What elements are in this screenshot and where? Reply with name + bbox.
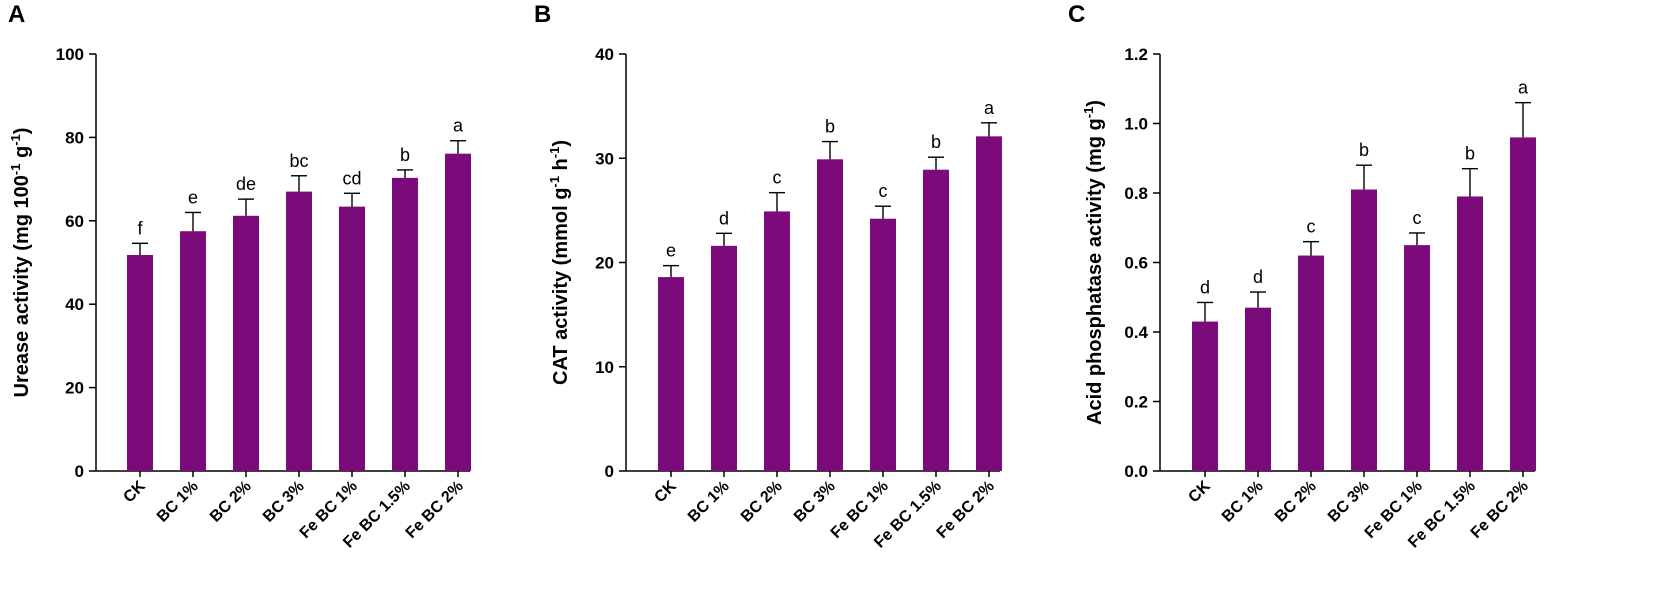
category-label: Fe BC 2% <box>403 478 467 542</box>
bar <box>1192 321 1218 471</box>
y-axis-label-main: CAT activity (mmol g <box>550 188 572 385</box>
y-axis-label: CAT activity (mmol g-1 h-1) <box>547 140 572 385</box>
bar <box>658 277 684 471</box>
y-tick-label: 0.8 <box>1124 184 1148 203</box>
bar <box>976 136 1002 472</box>
panel-letter: B <box>534 1 551 28</box>
significance-label: c <box>1413 208 1422 228</box>
bar <box>1457 196 1483 471</box>
category-label: BC 3% <box>1325 478 1373 526</box>
significance-label: c <box>879 181 888 201</box>
bar <box>764 211 790 472</box>
significance-label: a <box>984 98 995 118</box>
y-tick-label: 30 <box>595 149 614 168</box>
category-label: CK <box>120 477 149 506</box>
y-axis-label-sup: -1 <box>8 164 23 176</box>
significance-label: d <box>1200 277 1210 297</box>
significance-label: a <box>453 116 464 136</box>
significance-label: a <box>1518 78 1529 98</box>
y-axis-label-sup2: -1 <box>8 134 23 146</box>
y-tick-label: 20 <box>65 379 84 398</box>
significance-label: b <box>825 117 835 137</box>
y-tick-label: 0.2 <box>1124 393 1148 412</box>
y-tick-label: 80 <box>65 128 84 147</box>
category-label: CK <box>1185 477 1214 506</box>
bar <box>286 191 312 472</box>
significance-label: c <box>1307 217 1316 237</box>
y-axis-label-unit2: h <box>550 158 572 176</box>
y-tick-label: 20 <box>595 254 614 273</box>
significance-label: f <box>137 218 143 238</box>
significance-label: b <box>1359 140 1369 160</box>
y-axis-label-sup2: -1 <box>547 147 562 159</box>
bar <box>1245 307 1271 471</box>
y-tick-label: 40 <box>65 295 84 314</box>
significance-label: cd <box>342 168 361 188</box>
bar <box>817 159 843 472</box>
y-axis-label-main: Acid phosphatase activity (mg g <box>1084 118 1106 425</box>
bar <box>339 206 365 471</box>
bar <box>923 169 949 471</box>
y-axis-label-close: ) <box>550 140 572 147</box>
y-axis-label-close: ) <box>11 128 33 135</box>
category-label: BC 3% <box>791 478 839 526</box>
bar <box>1510 137 1536 471</box>
bar <box>445 153 471 471</box>
bar <box>711 245 737 471</box>
y-tick-label: 0 <box>605 462 614 481</box>
significance-label: b <box>400 145 410 165</box>
panel-letter: A <box>8 1 25 28</box>
category-label: CK <box>651 477 680 506</box>
y-tick-label: 40 <box>595 45 614 64</box>
bar <box>392 177 418 471</box>
category-label: BC 1% <box>154 478 202 526</box>
category-label: BC 3% <box>260 478 308 526</box>
significance-label: e <box>188 187 198 207</box>
y-axis-label-close: ) <box>1084 100 1106 107</box>
bar <box>233 215 259 471</box>
category-label: BC 2% <box>1272 478 1320 526</box>
significance-label: bc <box>289 151 308 171</box>
significance-label: b <box>931 132 941 152</box>
category-label: BC 1% <box>685 478 733 526</box>
y-tick-label: 60 <box>65 212 84 231</box>
bar <box>1298 255 1324 471</box>
y-tick-label: 1.2 <box>1124 45 1148 64</box>
category-label: BC 2% <box>738 478 786 526</box>
y-tick-label: 100 <box>56 45 84 64</box>
y-tick-label: 0.0 <box>1124 462 1148 481</box>
bar <box>127 254 153 471</box>
y-tick-label: 1.0 <box>1124 115 1148 134</box>
category-label: Fe BC 2% <box>1468 478 1532 542</box>
bar <box>870 218 896 471</box>
y-axis-label-sup: -1 <box>547 176 562 188</box>
y-axis-label: Urease activity (mg 100-1 g-1) <box>8 128 33 398</box>
y-tick-label: 0 <box>75 462 84 481</box>
bar <box>180 231 206 471</box>
significance-label: d <box>1253 267 1263 287</box>
significance-label: b <box>1465 144 1475 164</box>
category-label: Fe BC 2% <box>934 478 998 542</box>
y-tick-label: 0.4 <box>1124 323 1148 342</box>
category-label: BC 2% <box>207 478 255 526</box>
y-axis-label-main: Urease activity (mg 100 <box>11 175 33 397</box>
significance-label: d <box>719 208 729 228</box>
category-label: BC 1% <box>1219 478 1267 526</box>
bar <box>1351 189 1377 471</box>
panel-c: C 0.0 0.2 0.4 0.6 0.8 1.0 1.2 Acid phosphatase a… <box>1068 1 1536 551</box>
y-axis-label: Acid phosphatase activity (mg g-1) <box>1081 100 1106 425</box>
panel-letter: C <box>1068 1 1085 28</box>
y-axis-label-unit2: g <box>11 146 33 164</box>
significance-label: c <box>773 168 782 188</box>
y-tick-label: 0.6 <box>1124 254 1148 273</box>
y-tick-label: 10 <box>595 358 614 377</box>
significance-label: de <box>236 174 256 194</box>
bar <box>1404 245 1430 471</box>
significance-label: e <box>666 241 676 261</box>
y-axis-label-sup: -1 <box>1081 107 1096 119</box>
